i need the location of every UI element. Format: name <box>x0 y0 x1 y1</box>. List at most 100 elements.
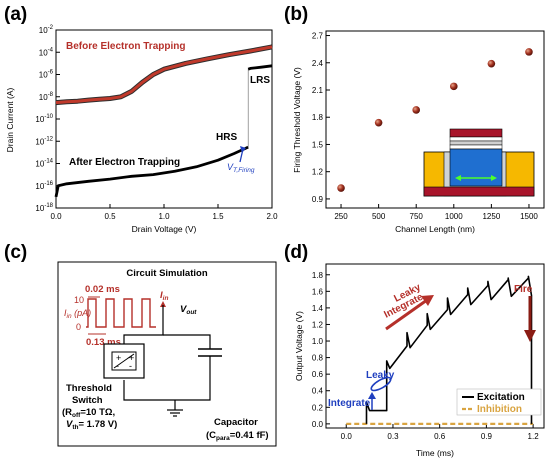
panel-a-y-tick-label: 10-6 <box>39 70 54 80</box>
panel-d-y-tick-label: 0.0 <box>312 420 324 429</box>
channel-arrow-left <box>455 175 461 181</box>
panel-a: 10-2 10-4 10-6 10-8 10-10 10-12 10-14 10-16 10-1… <box>5 25 278 234</box>
panel-label-b: (b) <box>284 4 308 25</box>
panel-a-y-tick-label: 10-18 <box>35 203 53 213</box>
scatter-point <box>374 118 383 127</box>
panel-a-x-tick-label: 1.5 <box>212 212 224 221</box>
panel-d-y-ticks: 0.0 0.2 0.4 0.6 0.8 1.0 1.2 1.4 1.6 1.8 <box>312 271 330 429</box>
integrate-arrowhead <box>368 392 376 399</box>
device-bottom-red <box>423 186 535 197</box>
panel-a-x-tick-label: 1.0 <box>158 212 170 221</box>
circuit-frame <box>57 261 277 447</box>
panel-d-legend <box>456 388 542 416</box>
panel-b-x-ticks: 250 500 750 1000 1250 1500 <box>334 204 538 221</box>
panel-b-x-tick-label: 1250 <box>482 212 500 221</box>
panel-b-x-tick-label: 1000 <box>445 212 463 221</box>
panel-b-y-tick-label: 2.1 <box>312 86 324 95</box>
switch-plus-left: + <box>116 353 121 363</box>
before-trapping-curve-outline <box>55 44 273 106</box>
threshold-switch <box>103 343 145 379</box>
leaky-integrate-arrow <box>385 298 428 331</box>
panel-a-x-tick-label: 0.0 <box>50 212 62 221</box>
panel-d-x-ticks: 0.0 0.3 0.6 0.9 1.2 <box>341 424 539 441</box>
before-trapping-label: Before Electron Trapping <box>66 41 185 52</box>
roff-label: (Roff=10 TΩ, <box>62 407 115 419</box>
wire-return <box>123 356 211 401</box>
panel-b-x-axis-label: Channel Length (nm) <box>395 224 475 234</box>
fire-arrowhead <box>524 330 536 342</box>
panel-a-y-ticks: 10-2 10-4 10-6 10-8 10-10 10-12 10-14 10-16 10-1… <box>35 25 60 213</box>
panel-d-y-tick-label: 1.0 <box>312 337 324 346</box>
vth-label: Vth= 1.78 V) <box>66 419 117 431</box>
panel-b-x-tick-label: 750 <box>410 212 424 221</box>
panel-b-x-tick-label: 1500 <box>520 212 538 221</box>
before-trapping-curve <box>55 45 273 105</box>
panel-a-y-tick-label: 10-10 <box>35 114 53 124</box>
panel-a-y-tick-label: 10-4 <box>39 47 54 57</box>
panel-b-points <box>337 48 533 192</box>
level-high-label: 10 <box>74 295 84 305</box>
leaky-label: Leaky <box>366 370 395 381</box>
panel-d: 0.0 0.2 0.4 0.6 0.8 1.0 1.2 1.4 1.6 1.8 0.0 0.3 0.6… <box>294 263 545 458</box>
hrs-label: HRS <box>216 132 237 143</box>
panel-d-x-tick-label: 0.0 <box>341 432 353 441</box>
device-gate-layer-1 <box>449 136 503 142</box>
panel-d-y-tick-label: 1.8 <box>312 271 324 280</box>
after-trapping-curve <box>54 145 249 198</box>
panel-d-y-tick-label: 1.2 <box>312 320 324 329</box>
scatter-point <box>412 106 421 114</box>
legend-inhibition-label: Inhibition <box>477 404 522 415</box>
switch-minus-right: - <box>129 361 132 371</box>
panel-b-frame <box>325 30 545 209</box>
wire-to-capacitor <box>163 334 211 349</box>
integrate-label: Integrate <box>328 398 371 409</box>
device-gate-layer-2 <box>449 140 503 146</box>
panel-b-x-tick-label: 500 <box>372 212 386 221</box>
lrs-label: LRS <box>250 75 270 86</box>
panel-a-x-tick-label: 0.5 <box>104 212 116 221</box>
panel-b-y-tick-label: 2.7 <box>312 32 324 41</box>
panel-b-x-tick-label: 250 <box>334 212 348 221</box>
circuit-title: Circuit Simulation <box>126 268 207 279</box>
panel-d-y-tick-label: 0.8 <box>312 354 324 363</box>
panel-d-y-tick-label: 1.6 <box>312 287 324 296</box>
after-trapping-label: After Electron Trapping <box>69 157 180 168</box>
panel-a-y-tick-label: 10-16 <box>35 181 53 191</box>
panel-a-x-axis-label: Drain Voltage (V) <box>132 224 197 234</box>
vt-firing-arrowhead <box>240 146 246 153</box>
panel-d-y-tick-label: 1.4 <box>312 304 324 313</box>
panel-a-y-tick-label: 10-2 <box>39 25 54 35</box>
panel-a-y-tick-label: 10-12 <box>35 136 53 146</box>
panel-b-y-tick-label: 1.8 <box>312 113 324 122</box>
switch-label-line-1: Threshold <box>66 383 112 394</box>
panel-b-y-axis-label: Firing Threshold Voltage (V) <box>292 67 302 173</box>
leaky-integrate-arrowhead <box>421 295 434 306</box>
device-gate-top <box>449 128 503 138</box>
panel-d-x-tick-label: 0.6 <box>434 432 446 441</box>
vt-firing-label: VT,Firing <box>227 162 255 174</box>
panel-d-y-tick-label: 0.4 <box>312 387 324 396</box>
panel-d-y-tick-label: 0.2 <box>312 403 324 412</box>
panel-d-series <box>346 275 534 425</box>
panel-a-series <box>54 44 273 198</box>
device-channel <box>449 148 503 187</box>
scatter-point <box>487 59 496 68</box>
iin-label: Iin <box>160 290 168 302</box>
scatter-point <box>525 48 533 56</box>
after-trapping-lrs-curve <box>247 64 273 71</box>
panel-a-y-tick-label: 10-8 <box>39 92 54 102</box>
cpara-label: (Cpara=0.41 fF) <box>206 430 269 442</box>
panel-d-x-tick-label: 0.3 <box>387 432 399 441</box>
switch-plus-right: + <box>129 353 134 363</box>
panel-d-frame <box>325 263 545 429</box>
excitation-curve <box>365 275 533 424</box>
channel-arrow-right <box>491 175 497 181</box>
iin-arrow <box>160 301 166 307</box>
panel-b: 0.9 1.2 1.5 1.8 2.1 2.4 2.7 250 500 750 1000 1250 1… <box>292 30 545 234</box>
fire-label: Fire <box>514 284 533 295</box>
panel-d-y-axis-label: Output Voltage (V) <box>294 311 304 381</box>
pulse-width-label: 0.02 ms <box>85 284 120 295</box>
panel-d-x-tick-label: 0.9 <box>481 432 493 441</box>
panel-label-d: (d) <box>284 242 308 263</box>
